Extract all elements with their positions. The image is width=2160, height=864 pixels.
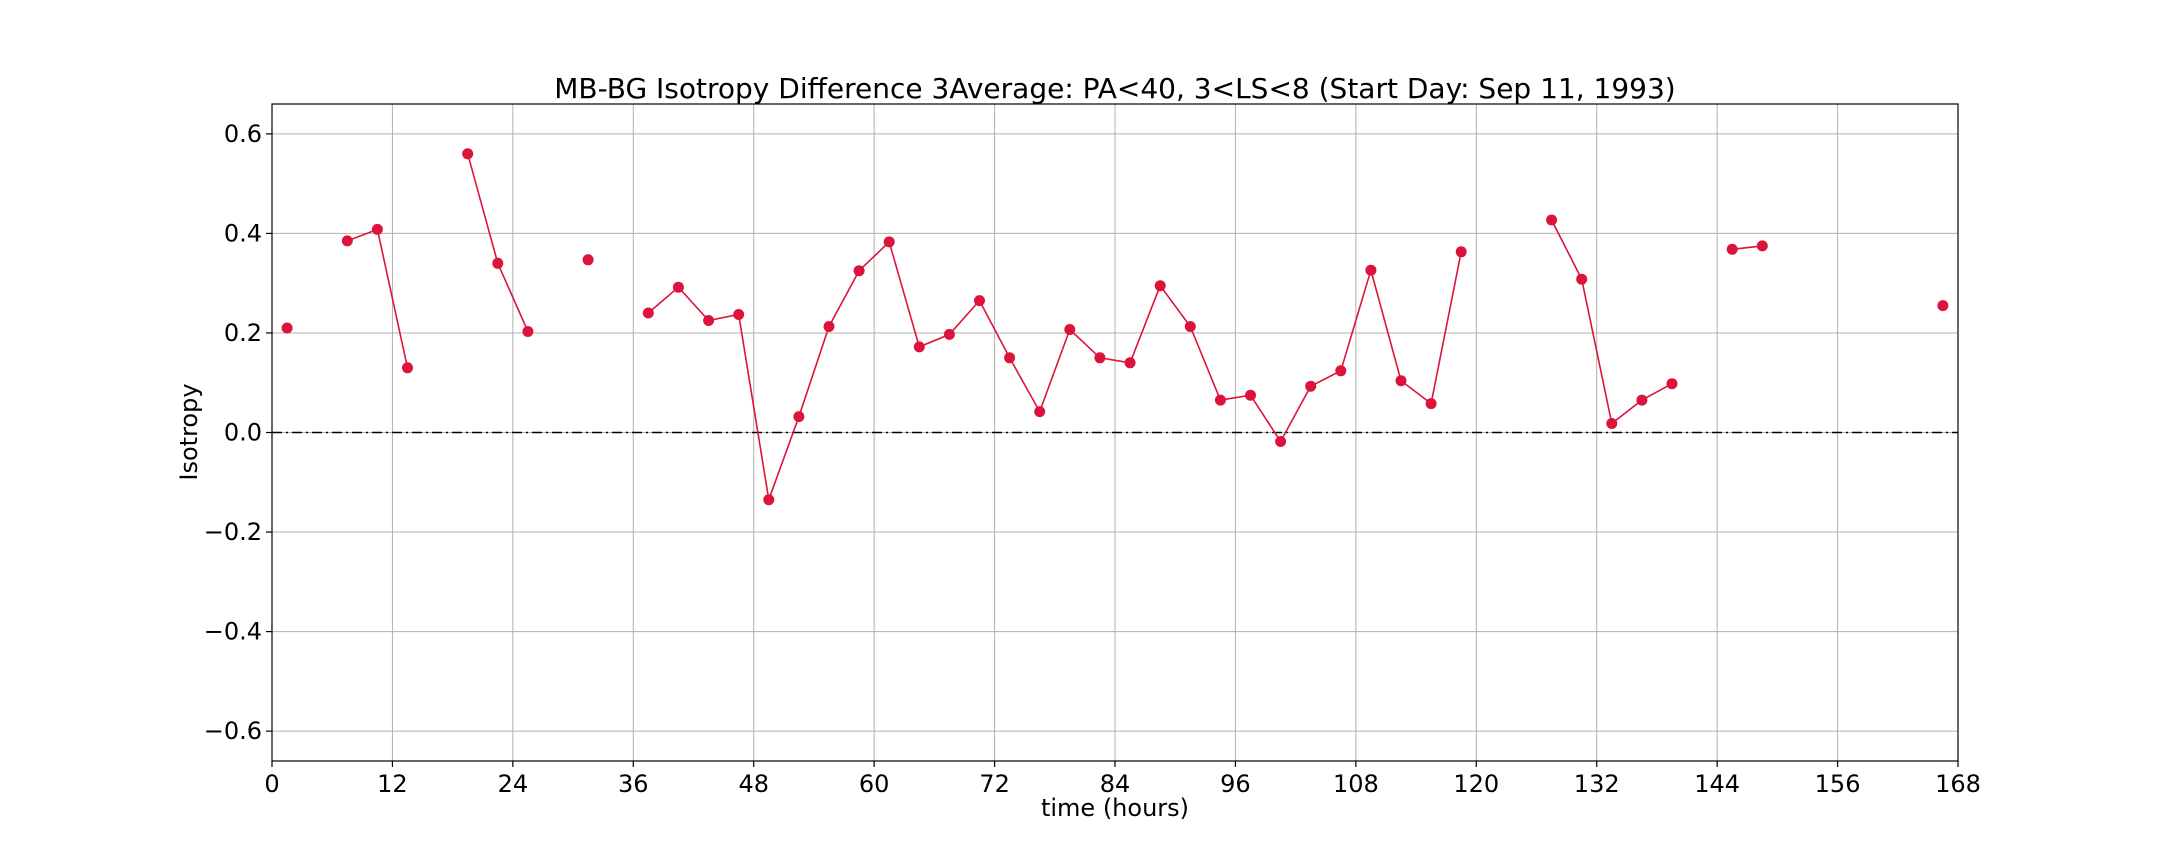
data-point: [462, 148, 474, 160]
data-point: [341, 235, 353, 247]
data-point: [1154, 280, 1166, 292]
x-tick-label: 72: [979, 770, 1010, 798]
x-axis-label: time (hours): [1041, 794, 1189, 822]
data-point: [763, 494, 775, 506]
data-point: [281, 322, 293, 334]
data-point: [823, 321, 835, 332]
x-axis-ticks: 0 12 24 36 48 60 72 84 96 108 120 132 144 156 168: [264, 761, 1981, 798]
y-tick-label: 0.0: [224, 419, 262, 447]
data-point: [1034, 406, 1046, 418]
series-line-segment: [647, 240, 1462, 503]
data-point: [582, 254, 594, 266]
data-point: [1666, 378, 1678, 390]
data-point: [1636, 394, 1648, 406]
x-tick-label: 120: [1453, 770, 1499, 798]
y-tick-label: 0.6: [224, 120, 262, 148]
data-point: [733, 309, 745, 320]
data-point: [1335, 365, 1347, 377]
data-point: [1124, 357, 1136, 369]
y-tick-label: −0.6: [204, 717, 262, 745]
data-point: [492, 257, 504, 269]
data-point: [1937, 300, 1949, 312]
y-tick-label: 0.2: [224, 319, 262, 347]
data-point: [1395, 375, 1407, 387]
x-tick-label: 12: [377, 770, 408, 798]
y-tick-label: −0.4: [204, 618, 262, 646]
series-lines: [347, 153, 1763, 503]
data-point: [1004, 352, 1016, 364]
data-point: [402, 362, 413, 374]
y-axis-label: Isotropy: [175, 383, 203, 480]
data-point: [943, 328, 955, 340]
data-point: [1576, 273, 1588, 285]
data-point: [1245, 389, 1256, 401]
data-point: [672, 281, 684, 293]
y-tick-label: −0.2: [204, 518, 262, 546]
data-point: [1365, 264, 1377, 276]
data-point: [1184, 321, 1196, 332]
data-point: [1425, 398, 1437, 410]
series-points: [281, 148, 1949, 506]
x-tick-label: 84: [1100, 770, 1131, 798]
data-point: [974, 295, 985, 307]
data-point: [522, 326, 534, 337]
data-point: [913, 341, 925, 353]
series-line-segment: [1550, 219, 1673, 425]
y-axis-ticks: 0.6 0.4 0.2 0.0 −0.2 −0.4 −0.6: [204, 120, 272, 745]
data-point: [853, 265, 865, 277]
x-tick-label: 144: [1694, 770, 1740, 798]
x-tick-label: 36: [618, 770, 649, 798]
data-point: [883, 236, 895, 248]
x-tick-label: 60: [859, 770, 890, 798]
series-line-segment: [466, 153, 529, 332]
data-point: [1455, 246, 1467, 258]
data-point: [703, 315, 715, 326]
y-tick-label: 0.4: [224, 219, 262, 247]
data-point: [1214, 394, 1226, 406]
x-tick-label: 48: [738, 770, 769, 798]
data-point: [1094, 352, 1106, 364]
data-point: [1275, 436, 1287, 447]
data-point: [793, 411, 805, 423]
data-point: [1064, 324, 1076, 335]
data-point: [1726, 243, 1738, 255]
x-tick-label: 108: [1333, 770, 1379, 798]
x-tick-label: 24: [498, 770, 529, 798]
x-tick-label: 96: [1220, 770, 1251, 798]
x-tick-label: 0: [264, 770, 279, 798]
data-point: [1756, 240, 1768, 252]
data-point: [1305, 380, 1317, 392]
data-point: [642, 307, 654, 319]
x-tick-label: 156: [1815, 770, 1861, 798]
series-line-segment: [347, 228, 409, 368]
data-point: [1606, 418, 1618, 429]
data-point: [1546, 214, 1558, 226]
chart-title: MB-BG Isotropy Difference 3Average: PA<4…: [554, 72, 1675, 105]
data-point: [371, 223, 383, 235]
x-tick-label: 168: [1935, 770, 1981, 798]
x-tick-label: 132: [1574, 770, 1620, 798]
